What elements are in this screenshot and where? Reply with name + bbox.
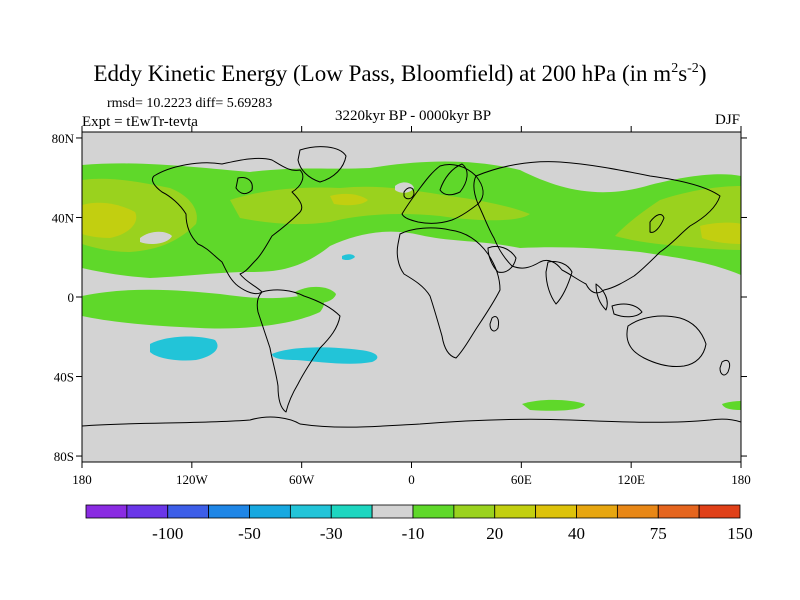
- lon-label: 180: [72, 472, 92, 487]
- eke-level3-atlantic-core: [330, 193, 368, 206]
- coastline-asia: [473, 161, 721, 294]
- plot-title: Eddy Kinetic Energy (Low Pass, Bloomfiel…: [93, 61, 707, 86]
- colorbar-swatch: [657, 504, 700, 519]
- eke-level2-n-atlantic: [230, 186, 530, 225]
- colorbar-label: 150: [727, 524, 753, 543]
- coastline-south-america: [256, 289, 341, 413]
- colorbar-label: 75: [650, 524, 667, 543]
- season-label: DJF: [714, 112, 740, 128]
- colorbar-label: -100: [152, 524, 183, 543]
- colorbar-swatch: [371, 504, 414, 519]
- lon-label: 120E: [617, 472, 645, 487]
- coastline-australia: [626, 315, 707, 367]
- colorbar-swatch: [85, 504, 128, 519]
- eke-level3-n-pacific-core: [82, 202, 137, 238]
- statistics-label: rmsd= 10.2223 diff= 5.69283: [107, 96, 273, 111]
- colorbar-label: -10: [402, 524, 425, 543]
- coastline-europe: [401, 163, 484, 224]
- eke-negative-s-pacific: [150, 336, 218, 361]
- colorbar-swatch: [167, 504, 210, 519]
- colorbar-swatch: [494, 504, 537, 519]
- map-panel: 80N 40N 0 40S 80S 180 120W 60W 0 60E 120E 180: [52, 126, 751, 487]
- coastline-africa: [396, 227, 501, 359]
- lat-label: 80N: [52, 131, 75, 146]
- colorbar-label: -50: [238, 524, 261, 543]
- colorbar-label: 20: [486, 524, 503, 543]
- colorbar-swatch: [535, 504, 577, 519]
- coastline-arabia: [487, 245, 517, 273]
- eke-positive-atlantic-patch: [295, 286, 336, 304]
- coastline-se-asia: [595, 283, 643, 318]
- eke-negative-small-patch: [342, 254, 355, 261]
- colorbar-swatch: [208, 504, 250, 519]
- coastline-uk: [403, 187, 415, 200]
- field-hole-n-pacific: [140, 231, 172, 244]
- colorbar-label: 40: [568, 524, 585, 543]
- lon-label: 0: [408, 472, 415, 487]
- experiment-label: Expt = tEwTr-tevta: [82, 114, 198, 130]
- colorbar-swatch: [126, 504, 169, 519]
- lon-label: 60E: [511, 472, 532, 487]
- lat-label: 0: [68, 290, 75, 305]
- coastlines: [82, 146, 741, 428]
- eke-level3-e-asia-core: [700, 222, 741, 244]
- colorbar-swatch: [453, 504, 496, 519]
- colorbar-swatch: [289, 504, 332, 519]
- lat-label: 80S: [54, 449, 74, 464]
- coastline-hudson-bay: [235, 177, 253, 195]
- colorbar-label: -30: [320, 524, 343, 543]
- coastline-new-zealand: [719, 359, 731, 376]
- axis-ticks: 80N 40N 0 40S 80S 180 120W 60W 0 60E 120E 180: [52, 126, 751, 487]
- colorbar-swatch: [616, 504, 659, 519]
- lon-label: 120W: [176, 472, 209, 487]
- colorbar-swatch: [698, 504, 741, 519]
- eke-positive-southern-strip: [522, 399, 585, 411]
- lat-label: 40N: [52, 210, 75, 225]
- lat-label: 40S: [54, 370, 74, 385]
- colorbar-swatch: [249, 504, 291, 519]
- field-hole-n-atlantic: [395, 182, 414, 193]
- coastline-greenland: [297, 146, 347, 183]
- coastline-madagascar: [489, 315, 499, 332]
- eke-positive-tropical-band: [82, 289, 324, 329]
- coastline-scandinavia: [439, 163, 468, 196]
- eke-positive-southern-strip-2: [722, 401, 741, 410]
- colorbar-swatch: [576, 504, 618, 519]
- colorbar-swatch: [412, 504, 455, 519]
- colorbar-swatch: [330, 504, 373, 519]
- period-label: 3220kyr BP - 0000kyr BP: [334, 108, 492, 124]
- lon-label: 180: [731, 472, 751, 487]
- eke-negative-s-atlantic: [272, 347, 378, 364]
- colorbar: -100 -50 -30 -10 20 40 75 150: [85, 504, 753, 543]
- coastline-north-america: [151, 157, 304, 295]
- lon-label: 60W: [289, 472, 315, 487]
- coastline-antarctica: [82, 416, 741, 428]
- coastline-india: [545, 261, 573, 305]
- coastline-japan: [649, 214, 665, 233]
